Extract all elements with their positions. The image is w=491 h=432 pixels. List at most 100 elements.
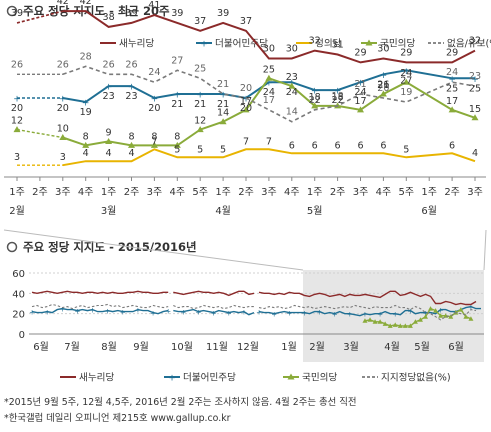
point-marker: + [226,310,232,318]
point-marker [468,316,474,321]
chart1-title: 주요 정당 지지도 - 최근 20주 [23,4,170,18]
data-label-saenuri: 39 [217,8,229,19]
point-marker: + [317,309,323,317]
series-peoples [13,74,479,148]
data-label-minjoo: 24 [354,87,366,98]
series-peoples [362,306,474,328]
series-line [31,290,477,306]
series-line [31,303,477,321]
x-week-label: 4주 [78,187,94,198]
data-label-peoples: 15 [469,104,481,115]
data-label-saenuri: 39 [11,8,23,19]
legend-label: 더불어민주당 [215,39,268,50]
data-label-undecided: 26 [125,59,137,70]
point-marker: + [165,308,171,316]
data-label-saenuri: 29 [446,47,458,58]
x-week-label: 1주 [215,187,231,198]
data-label-justice: 5 [403,144,409,155]
point-marker [82,141,90,148]
x-week-label: 1주 [421,187,437,198]
data-label-saenuri: 31 [331,40,343,51]
data-label-justice: 6 [312,140,318,151]
data-label-minjoo: 24 [263,87,275,98]
zoom-guide-right [483,229,487,271]
x-week-label: 2주 [444,187,460,198]
x-week-label: 3주 [467,187,483,198]
series-no-party [31,303,477,321]
chart1-x-axis: 1주 2주 3주 4주 1주 2주 3주 4주 5주 1주 2주 3주 4주 1주 2주 3주 4주 5주 1주 2주… [4,176,486,217]
data-label-undecided: 14 [286,107,298,118]
point-marker [196,126,204,133]
legend-label: 정의당 [315,39,342,50]
legend-marker [365,39,373,46]
point-marker [463,314,469,319]
series-line [364,307,472,327]
point-marker: + [380,71,388,81]
x-month-label: 6월 [421,205,437,217]
data-label-peoples: 23 [286,72,298,83]
data-label-peoples: 25 [263,64,275,75]
point-marker: + [332,311,338,319]
point-marker [357,106,364,113]
x-month-label: 2월 [9,205,25,217]
x-week-label: 3주 [147,187,163,198]
point-marker [458,307,464,312]
point-marker: + [403,67,411,77]
chart2-axes: 6월 7월 8월 9월 10월 11월 12월 1월 2월 3월 4월 5월 6월 [33,341,464,353]
point-marker [382,321,388,326]
data-label-undecided: 23 [469,71,481,82]
zoom-guide-left [3,229,304,271]
legend-label: 국민의당 [302,373,337,384]
data-label-peoples: 12 [194,116,206,127]
legend-item-peoples: 국민의당 [283,373,337,384]
data-label-undecided: 18 [331,91,343,102]
point-marker: + [105,83,113,93]
point-marker [367,317,373,322]
x-week-label: 1주 [307,187,323,198]
data-label-justice: 5 [174,144,180,155]
point-marker: + [286,310,292,318]
data-label-peoples: 14 [217,108,229,119]
chart1-legend: 새누리당 + 더불어민주당 정의당 국민의당 없음/유보(%) [100,38,491,50]
legend-item-undecided: 없음/유보(%) [428,38,491,50]
y-tick-label: 40 [12,289,25,300]
data-label-peoples: 17 [240,96,252,107]
legend-item-no-party: 지지정당없음(%) [362,372,451,384]
data-label-undecided: 27 [171,55,183,66]
series-line [62,69,475,104]
data-label-undecided: 21 [217,79,229,90]
point-marker [438,313,444,318]
data-label-undecided: 24 [148,67,160,78]
x-week-label: 5주 [192,187,208,198]
point-marker: + [357,79,365,89]
point-marker: + [59,95,67,105]
x-week-label: 2주 [32,187,48,198]
series-justice [17,148,476,167]
x-week-label: 3주 [353,187,369,198]
point-marker [242,106,250,113]
series-gap-segment [16,128,63,139]
point-marker [13,126,21,133]
x-week-label: 4주 [170,187,186,198]
point-marker: + [90,307,96,315]
data-label-saenuri: 32 [309,36,321,47]
data-label-justice: 4 [83,148,89,159]
data-label-minjoo: 26 [377,79,389,90]
data-label-minjoo: 25 [446,83,458,94]
point-marker: + [120,309,126,317]
data-label-justice: 5 [197,144,203,155]
point-marker: + [468,304,474,312]
data-label-minjoo: 21 [171,99,183,110]
series-line [62,148,476,167]
point-marker: + [301,310,307,318]
chart2-background [3,229,487,362]
data-label-undecided: 17 [309,95,321,106]
x-month-label: 8월 [101,341,117,353]
data-label-minjoo: 20 [240,103,252,114]
data-label-peoples: 18 [309,92,321,103]
point-marker: + [150,310,156,318]
point-marker: + [347,311,353,319]
x-week-label: 3주 [261,187,277,198]
legend-label: 새누리당 [79,373,114,384]
